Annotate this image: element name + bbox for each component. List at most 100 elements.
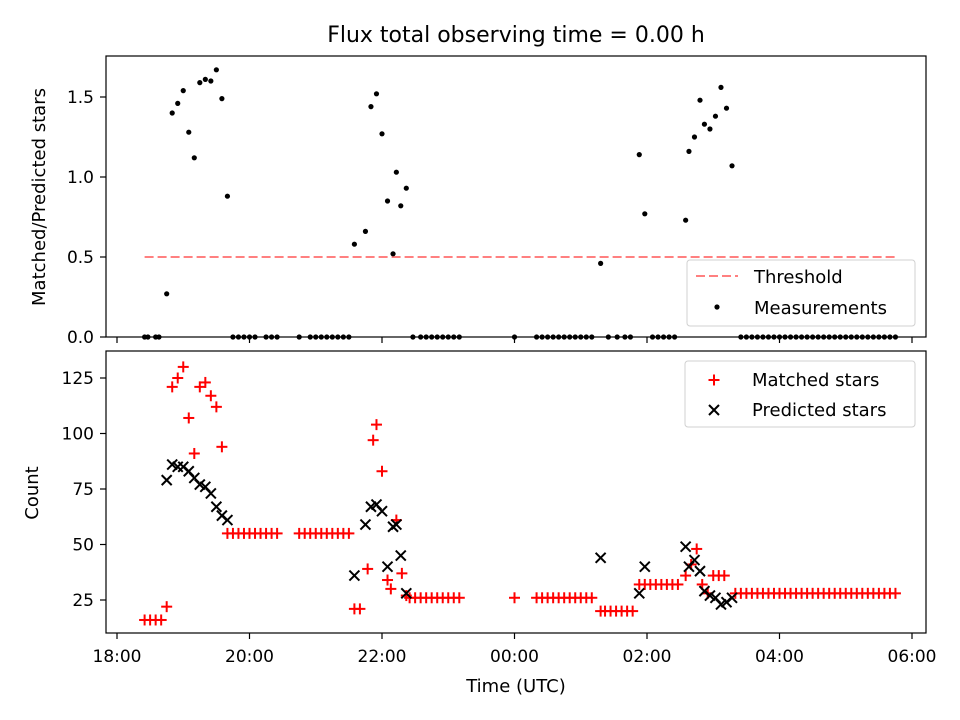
measurement-point bbox=[403, 185, 409, 191]
matched-star-point bbox=[216, 441, 228, 453]
measurement-point bbox=[224, 193, 231, 199]
x-tick-label: 22:00 bbox=[358, 647, 407, 667]
predicted-star-point bbox=[348, 569, 361, 582]
matched-star-point bbox=[161, 601, 173, 613]
top-y-tick-label: 0.5 bbox=[67, 248, 94, 268]
top-y-axis-label: Matched/Predicted stars bbox=[29, 88, 50, 306]
matched-star-point bbox=[680, 570, 692, 582]
measurement-point bbox=[729, 163, 735, 169]
measurement-point bbox=[175, 100, 181, 106]
bottom-legend: Matched stars Predicted stars bbox=[684, 360, 916, 428]
measurement-point bbox=[398, 203, 404, 209]
predicted-star-point bbox=[694, 565, 706, 577]
measurement-point bbox=[636, 152, 642, 158]
measurement-point bbox=[683, 217, 689, 223]
predicted-star-point bbox=[633, 587, 645, 600]
measurement-point bbox=[712, 113, 719, 119]
bottom-y-tick-label: 125 bbox=[62, 369, 94, 389]
matched-star-point bbox=[396, 567, 408, 579]
matched-star-point bbox=[183, 412, 195, 424]
predicted-star-point bbox=[688, 554, 701, 566]
predicted-star-point bbox=[205, 487, 217, 500]
matched-star-point bbox=[177, 361, 189, 373]
predicted-star-point bbox=[359, 518, 372, 531]
matched-star-point bbox=[718, 570, 730, 582]
matched-star-point bbox=[362, 563, 374, 575]
matched-star-point bbox=[672, 578, 684, 590]
chart-title: Flux total observing time = 0.00 h bbox=[327, 23, 705, 48]
predicted-star-point bbox=[160, 474, 173, 486]
bottom-y-tick-label: 75 bbox=[72, 480, 94, 500]
bottom-legend-box bbox=[684, 360, 916, 428]
matched-star-point bbox=[271, 527, 283, 539]
bottom-plot-frame bbox=[105, 350, 927, 634]
measurement-point bbox=[707, 126, 713, 132]
measurement-point bbox=[368, 104, 374, 110]
top-plot: Matched/Predicted stars 0.0 0.5 1.0 1.5 Thr… bbox=[29, 55, 927, 348]
x-tick-label: 20:00 bbox=[225, 647, 274, 667]
measurement-point bbox=[213, 67, 219, 73]
legend-predicted-swatch bbox=[708, 404, 720, 416]
bottom-plot: Count Time (UTC) 25 50 75 100 125 18:00 20:00 2… bbox=[22, 350, 937, 697]
measurement-point bbox=[202, 76, 208, 82]
measurement-point bbox=[697, 97, 703, 103]
top-y-tick-label: 1.5 bbox=[67, 88, 94, 108]
matched-star-point bbox=[382, 574, 394, 586]
measurement-point bbox=[642, 211, 648, 217]
matched-star-point bbox=[453, 592, 465, 604]
predicted-star-point bbox=[221, 514, 234, 526]
top-plot-frame bbox=[105, 55, 927, 338]
bottom-y-tick-label: 100 bbox=[62, 425, 94, 445]
matched-star-point bbox=[155, 614, 167, 626]
measurement-point bbox=[598, 260, 604, 266]
x-tick-label: 00:00 bbox=[490, 647, 539, 667]
measurement-point bbox=[164, 291, 170, 297]
measurement-point bbox=[691, 134, 698, 140]
predicted-star-point bbox=[400, 587, 412, 600]
measurement-point bbox=[351, 241, 357, 247]
matched-star-point bbox=[627, 605, 639, 617]
matched-star-point bbox=[889, 587, 901, 599]
bottom-y-axis-label: Count bbox=[22, 466, 43, 519]
top-y-tick-label: 1.0 bbox=[67, 168, 94, 188]
x-tick-label: 06:00 bbox=[888, 647, 937, 667]
top-y-tick-label: 0.0 bbox=[67, 328, 94, 348]
measurement-point bbox=[718, 84, 724, 90]
predicted-star-point bbox=[679, 541, 692, 553]
measurement-point bbox=[390, 251, 396, 257]
predicted-star-point bbox=[395, 549, 407, 562]
legend-matched-swatch bbox=[708, 374, 720, 386]
measurement-point bbox=[379, 131, 385, 137]
x-tick-label: 02:00 bbox=[623, 647, 672, 667]
matched-star-point bbox=[194, 381, 206, 393]
matched-star-point bbox=[199, 376, 211, 388]
top-legend-box bbox=[686, 259, 916, 327]
measurement-point bbox=[723, 105, 730, 111]
measurement-point bbox=[180, 88, 186, 94]
legend-measurement-swatch bbox=[714, 304, 720, 310]
matched-star-point bbox=[343, 527, 355, 539]
measurement-point bbox=[197, 80, 203, 86]
legend-matched-label: Matched stars bbox=[752, 370, 879, 391]
top-legend: Threshold Measurements bbox=[686, 259, 916, 327]
predicted-star-point bbox=[210, 501, 223, 513]
matched-star-point bbox=[691, 543, 703, 555]
matched-star-point bbox=[367, 434, 379, 446]
matched-star-point bbox=[188, 447, 200, 459]
measurement-point bbox=[191, 155, 197, 161]
measurement-point bbox=[701, 121, 708, 127]
measurement-point bbox=[362, 228, 369, 234]
measurement-point bbox=[373, 91, 380, 97]
matched-star-point bbox=[205, 390, 217, 402]
predicted-star-point bbox=[381, 560, 394, 573]
matched-star-point bbox=[172, 372, 184, 384]
predicted-star-point bbox=[726, 592, 738, 604]
x-axis-label: Time (UTC) bbox=[465, 676, 566, 697]
legend-measurement-label: Measurements bbox=[754, 298, 887, 319]
predicted-star-point bbox=[639, 560, 651, 573]
predicted-star-point bbox=[376, 505, 388, 517]
predicted-star-point bbox=[594, 552, 607, 564]
matched-star-point bbox=[509, 592, 520, 604]
bottom-y-tick-label: 50 bbox=[72, 536, 94, 556]
